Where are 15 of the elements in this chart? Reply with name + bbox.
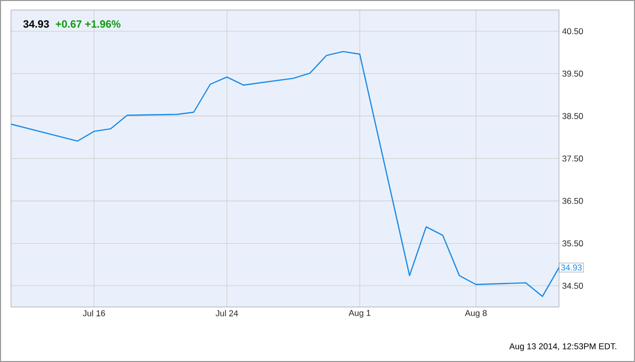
x-tick-label: Jul 24 <box>216 310 238 316</box>
y-tick-label: 36.50 <box>562 198 583 204</box>
data-label: 34.93 <box>561 264 582 271</box>
text: +0.67 +1.96% <box>56 20 120 28</box>
y-tick-label: 35.50 <box>562 240 583 246</box>
y-tick-label: 34.50 <box>562 282 583 289</box>
x-tick-label: Jul 16 <box>82 310 106 316</box>
text: Aug 13 2014, 12:53PM EDT. <box>509 343 616 351</box>
x-tick-label: Aug 8 <box>464 310 487 318</box>
x-tick-label: Aug 1 <box>348 310 370 318</box>
y-tick-label: 39.50 <box>562 70 583 77</box>
y-tick-label: 40.50 <box>562 28 583 34</box>
y-tick-label: 37.50 <box>562 155 583 162</box>
text: 34.93 <box>23 20 49 28</box>
y-tick-label: 38.50 <box>562 113 583 120</box>
